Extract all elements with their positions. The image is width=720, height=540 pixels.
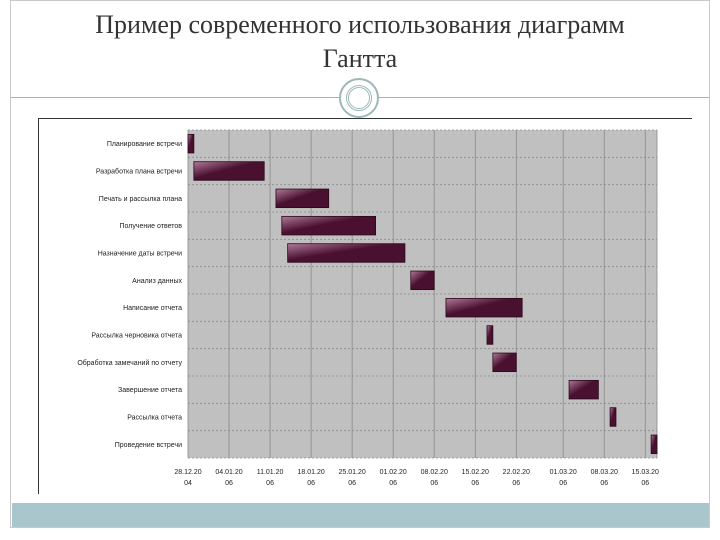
x-tick-label: 01.03.20	[550, 469, 577, 476]
task-label: Проведение встречи	[115, 442, 182, 449]
x-tick-label: 25.01.20	[339, 469, 366, 476]
plot-area	[188, 130, 657, 458]
task-bar	[193, 161, 265, 181]
task-label: Рассылка черновика отчета	[91, 333, 182, 340]
task-bar	[609, 407, 617, 427]
task-label: Обработка замечаний по отчету	[77, 359, 182, 367]
task-labels: Планирование встречи Разработка плана вст…	[77, 141, 182, 449]
x-tick-label: 28.12.20	[174, 469, 201, 476]
x-tick-label-line2: 06	[600, 480, 608, 487]
task-label: Рассылка отчета	[127, 415, 182, 422]
slide-title-line-2: Гантта	[322, 44, 398, 73]
x-tick-label-line2: 06	[471, 480, 479, 487]
content-border-left	[38, 118, 39, 494]
x-tick-label-line2: 06	[348, 480, 356, 487]
x-tick-label: 22.02.20	[503, 469, 530, 476]
content-border-top	[38, 118, 692, 119]
x-tick-label-line2: 06	[225, 480, 233, 487]
task-bar	[492, 352, 517, 373]
task-bar	[287, 243, 406, 263]
task-label: Печать и рассылка плана	[99, 196, 182, 203]
x-tick-labels: 28.12.20 04 04.01.20 06 11.01.20 06 18.01.20 06…	[174, 469, 659, 487]
task-bar	[445, 297, 523, 318]
task-label: Получение ответов	[120, 223, 183, 230]
task-bar	[486, 325, 494, 345]
x-tick-label: 08.03.20	[591, 469, 618, 476]
task-label: Завершение отчета	[118, 387, 182, 394]
task-bar	[281, 215, 376, 236]
slide-title-line-1: Пример современного использования диагра…	[95, 10, 625, 39]
task-bars	[187, 133, 658, 455]
task-bar	[568, 379, 599, 400]
task-label: Анализ данных	[132, 278, 182, 285]
x-tick-label-line2: 06	[266, 480, 274, 487]
task-bar	[275, 188, 330, 209]
grid-lines	[187, 129, 658, 459]
task-label: Разработка плана встречи	[96, 168, 182, 176]
x-tick-label: 15.02.20	[462, 469, 489, 476]
x-tick-label-line2: 06	[559, 480, 567, 487]
circle-ornament-inner	[346, 85, 372, 111]
circle-ornament-icon	[339, 78, 379, 118]
task-label: Назначение даты встречи	[98, 251, 182, 258]
x-tick-label-line2: 04	[184, 480, 192, 487]
bottom-band	[12, 503, 709, 527]
task-bar	[187, 133, 195, 154]
x-tick-label: 18.01.20	[297, 469, 324, 476]
x-tick-label: 04.01.20	[215, 469, 242, 476]
x-tick-label-line2: 06	[307, 480, 315, 487]
x-tick-label: 11.01.20	[257, 469, 284, 476]
x-tick-label: 15.03.20	[632, 469, 659, 476]
x-tick-label-line2: 06	[430, 480, 438, 487]
task-bar	[650, 434, 658, 455]
task-label: Написание отчета	[123, 305, 182, 312]
x-tick-label: 08.02.20	[421, 469, 448, 476]
x-tick-label-line2: 06	[389, 480, 397, 487]
task-bar	[410, 270, 435, 291]
x-tick-label: 01.02.20	[380, 469, 407, 476]
x-tick-label-line2: 06	[512, 480, 520, 487]
slide-title: Пример современного использования диагра…	[12, 8, 708, 76]
task-label: Планирование встречи	[107, 141, 182, 148]
x-tick-label-line2: 06	[641, 480, 649, 487]
